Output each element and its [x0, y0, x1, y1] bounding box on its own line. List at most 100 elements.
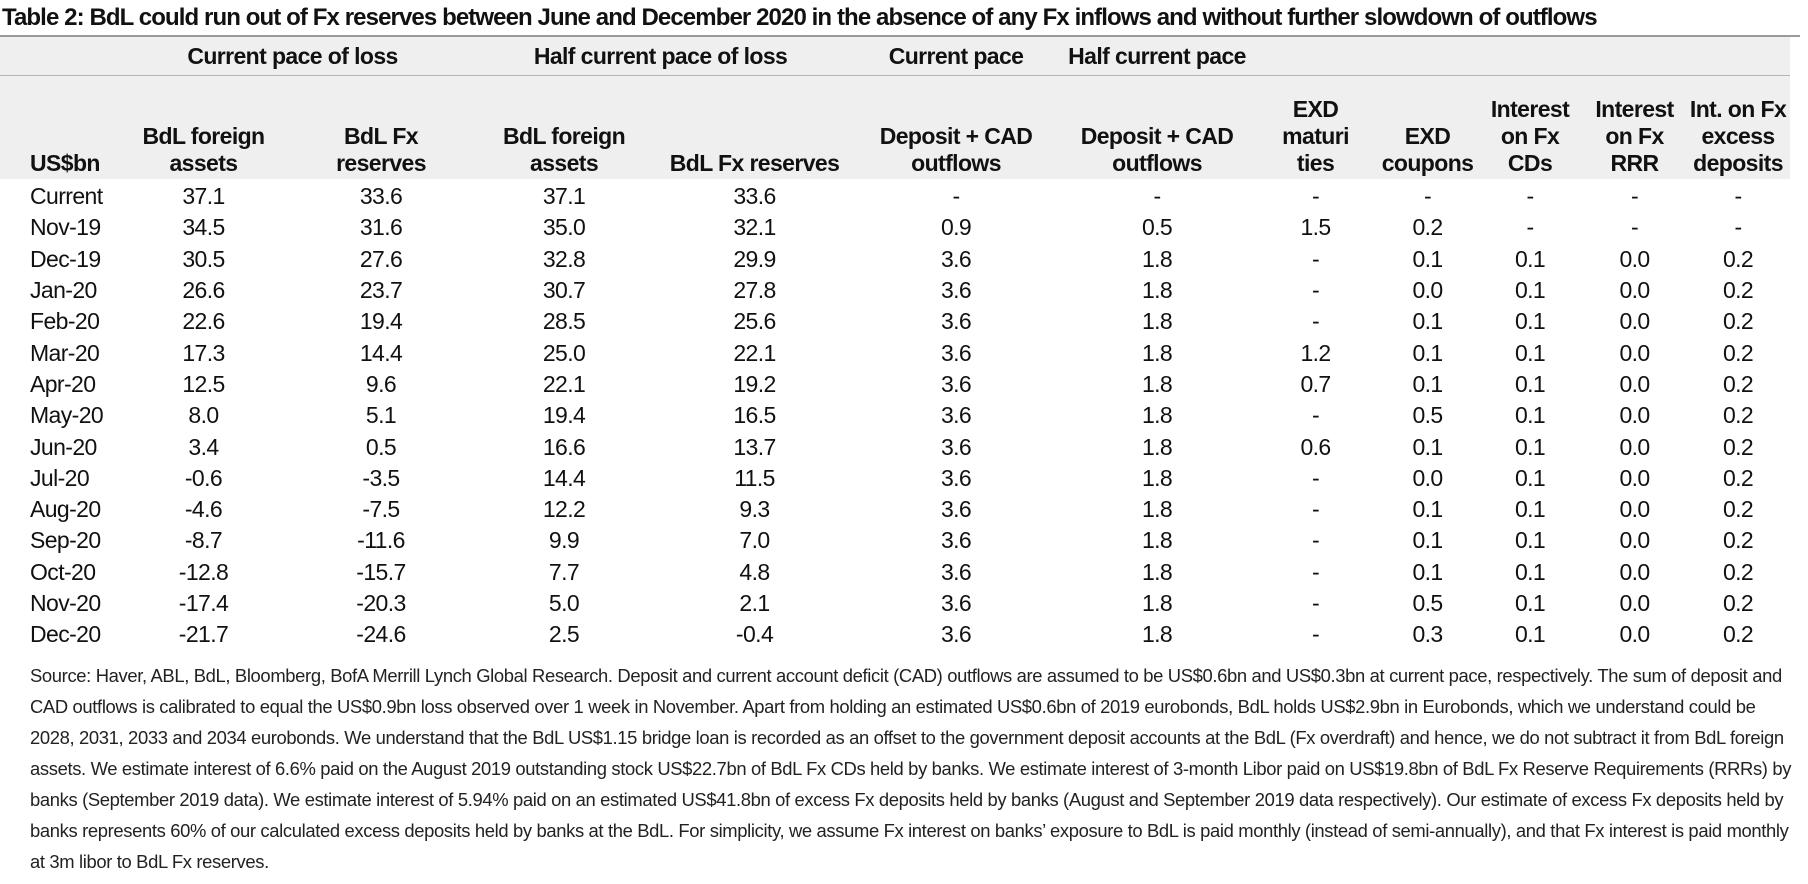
column-header: Int. on Fx excess deposits: [1686, 75, 1791, 179]
table-cell: 1.5: [1300, 214, 1331, 241]
table-cell: 3.6: [940, 527, 972, 554]
table-cell: -: [1631, 183, 1639, 210]
table-cell: 3.6: [940, 433, 972, 460]
table-cell: 0.0: [1619, 402, 1650, 429]
row-label: Oct-20: [30, 558, 96, 585]
row-label: Feb-20: [30, 308, 100, 335]
table-cell: 0.2: [1722, 558, 1754, 585]
table-cell: 1.8: [1141, 527, 1173, 554]
table-cell: 0.2: [1722, 527, 1754, 554]
group-header: Half current pace: [1061, 37, 1254, 76]
table-row: Dec-19 30.5 27.6 32.8 29.9 3.6 1.8 - 0.1 0.1 0.0 0.…: [0, 244, 1790, 275]
table-cell: 0.2: [1722, 402, 1754, 429]
table-cell: 31.6: [359, 214, 403, 241]
table-cell: 0.1: [1514, 402, 1546, 429]
group-header: Current pace of loss: [115, 37, 471, 76]
table-cell: 32.1: [733, 214, 776, 241]
table-cell: 0.2: [1722, 464, 1754, 491]
table-cell: -3.5: [362, 464, 400, 491]
table-cell: 1.8: [1141, 558, 1173, 585]
table-cell: 0.0: [1619, 370, 1650, 397]
table-row: Current 37.1 33.6 37.1 33.6 - - - - - - -: [0, 179, 1790, 212]
row-label: Sep-20: [30, 527, 101, 554]
table-cell: -: [1312, 464, 1320, 491]
column-header: Deposit + CAD outflows: [1061, 75, 1254, 179]
row-label: Nov-19: [30, 214, 101, 241]
table-cell: -17.4: [178, 590, 229, 616]
table-cell: 27.8: [733, 277, 776, 304]
row-label: Jul-20: [30, 464, 90, 491]
table-cell: -: [1734, 214, 1743, 241]
column-header: EXD maturi ties: [1253, 75, 1379, 179]
group-header: Half current pace of loss: [470, 37, 852, 76]
table-row: Apr-20 12.5 9.6 22.1 19.2 3.6 1.8 0.7 0.1 0.1 0.0 0…: [0, 369, 1790, 400]
table-cell: 0.0: [1619, 558, 1650, 585]
table-cell: 0.0: [1619, 464, 1650, 491]
table-row: Dec-20 -21.7 -24.6 2.5 -0.4 3.6 1.8 - 0.3 0.1 0.0 0…: [0, 619, 1790, 650]
table-cell: 1.8: [1141, 245, 1173, 272]
table-cell: 0.1: [1514, 590, 1546, 616]
table-title: Table 2: BdL could run out of Fx reserve…: [2, 4, 1598, 31]
table-cell: 26.6: [182, 277, 225, 304]
column-header: EXD coupons: [1378, 75, 1478, 179]
table-cell: 0.0: [1619, 496, 1650, 523]
row-label: Nov-20: [30, 590, 101, 616]
table-cell: -24.6: [356, 621, 406, 648]
table-row: Feb-20 22.6 19.4 28.5 25.6 3.6 1.8 - 0.1 0.1 0.0 0.…: [0, 306, 1790, 337]
table-cell: -: [1153, 183, 1162, 210]
table-cell: 1.8: [1141, 339, 1173, 366]
table-row: Oct-20 -12.8 -15.7 7.7 4.8 3.6 1.8 - 0.1 0.1 0.0 0.…: [0, 557, 1790, 588]
column-header: BdL foreign assets: [470, 75, 659, 179]
table-cell: 32.8: [542, 245, 586, 272]
group-header-empty: [1253, 37, 1791, 76]
column-header: BdL foreign assets: [115, 75, 292, 179]
table-cell: 0.1: [1514, 433, 1546, 460]
table-cell: 14.4: [359, 339, 403, 366]
table-cell: 3.6: [940, 370, 972, 397]
table-cell: 0.1: [1412, 339, 1443, 366]
table-cell: 0.2: [1722, 496, 1754, 523]
table-cell: 13.7: [733, 433, 776, 460]
table-cell: 11.5: [734, 464, 775, 491]
table-cell: 12.2: [542, 496, 586, 523]
table-row: Mar-20 17.3 14.4 25.0 22.1 3.6 1.8 1.2 0.1 0.1 0.0…: [0, 337, 1790, 368]
table-cell: 34.5: [182, 214, 225, 241]
table-cell: -15.7: [356, 558, 406, 585]
row-label: Jan-20: [30, 277, 97, 304]
table-cell: 0.1: [1412, 496, 1443, 523]
table-cell: 0.0: [1619, 433, 1650, 460]
table-row: Sep-20 -8.7 -11.6 9.9 7.0 3.6 1.8 - 0.1 0.1 0.0 0.2: [0, 525, 1790, 556]
table-cell: 1.8: [1141, 496, 1173, 523]
source-note: Source: Haver, ABL, BdL, Bloomberg, BofA…: [30, 665, 1792, 872]
group-header: Current pace: [851, 37, 1062, 76]
table-row: Nov-19 34.5 31.6 35.0 32.1 0.9 0.5 1.5 0.2 - - -: [0, 212, 1790, 243]
table-cell: 0.1: [1514, 558, 1546, 585]
table-cell: 19.2: [733, 370, 776, 397]
table-cell: 0.1: [1514, 245, 1546, 272]
table-cell: 0.2: [1722, 433, 1754, 460]
table-cell: 5.1: [365, 402, 397, 429]
table-cell: -: [1312, 496, 1320, 523]
group-header-row: Current pace of loss Half current pace o…: [0, 37, 1791, 76]
table-cell: 4.8: [739, 558, 770, 585]
table-cell: 16.5: [733, 402, 776, 429]
table-cell: 3.6: [940, 339, 972, 366]
table-cell: 3.6: [940, 402, 972, 429]
table-cell: 0.1: [1514, 277, 1546, 304]
table-cell: -: [1312, 402, 1320, 429]
table-cell: 3.6: [940, 277, 972, 304]
table-cell: 2.1: [739, 590, 770, 616]
table-cell: 7.0: [739, 527, 770, 554]
table-cell: 0.0: [1619, 277, 1650, 304]
table-row: Nov-20 -17.4 -20.3 5.0 2.1 3.6 1.8 - 0.5 0.1 0.0 0.…: [0, 588, 1790, 619]
table-cell: 33.6: [359, 183, 403, 210]
table-cell: 9.6: [365, 370, 397, 397]
table-cell: -: [1312, 621, 1320, 648]
row-label: Current: [30, 183, 103, 210]
table-cell: -21.7: [178, 621, 229, 648]
table-cell: -: [1312, 308, 1320, 335]
table-cell: -: [1312, 590, 1320, 616]
column-header: Interest on Fx CDs: [1477, 75, 1584, 179]
table-cell: 0.1: [1412, 558, 1443, 585]
table-cell: -: [1734, 183, 1743, 210]
